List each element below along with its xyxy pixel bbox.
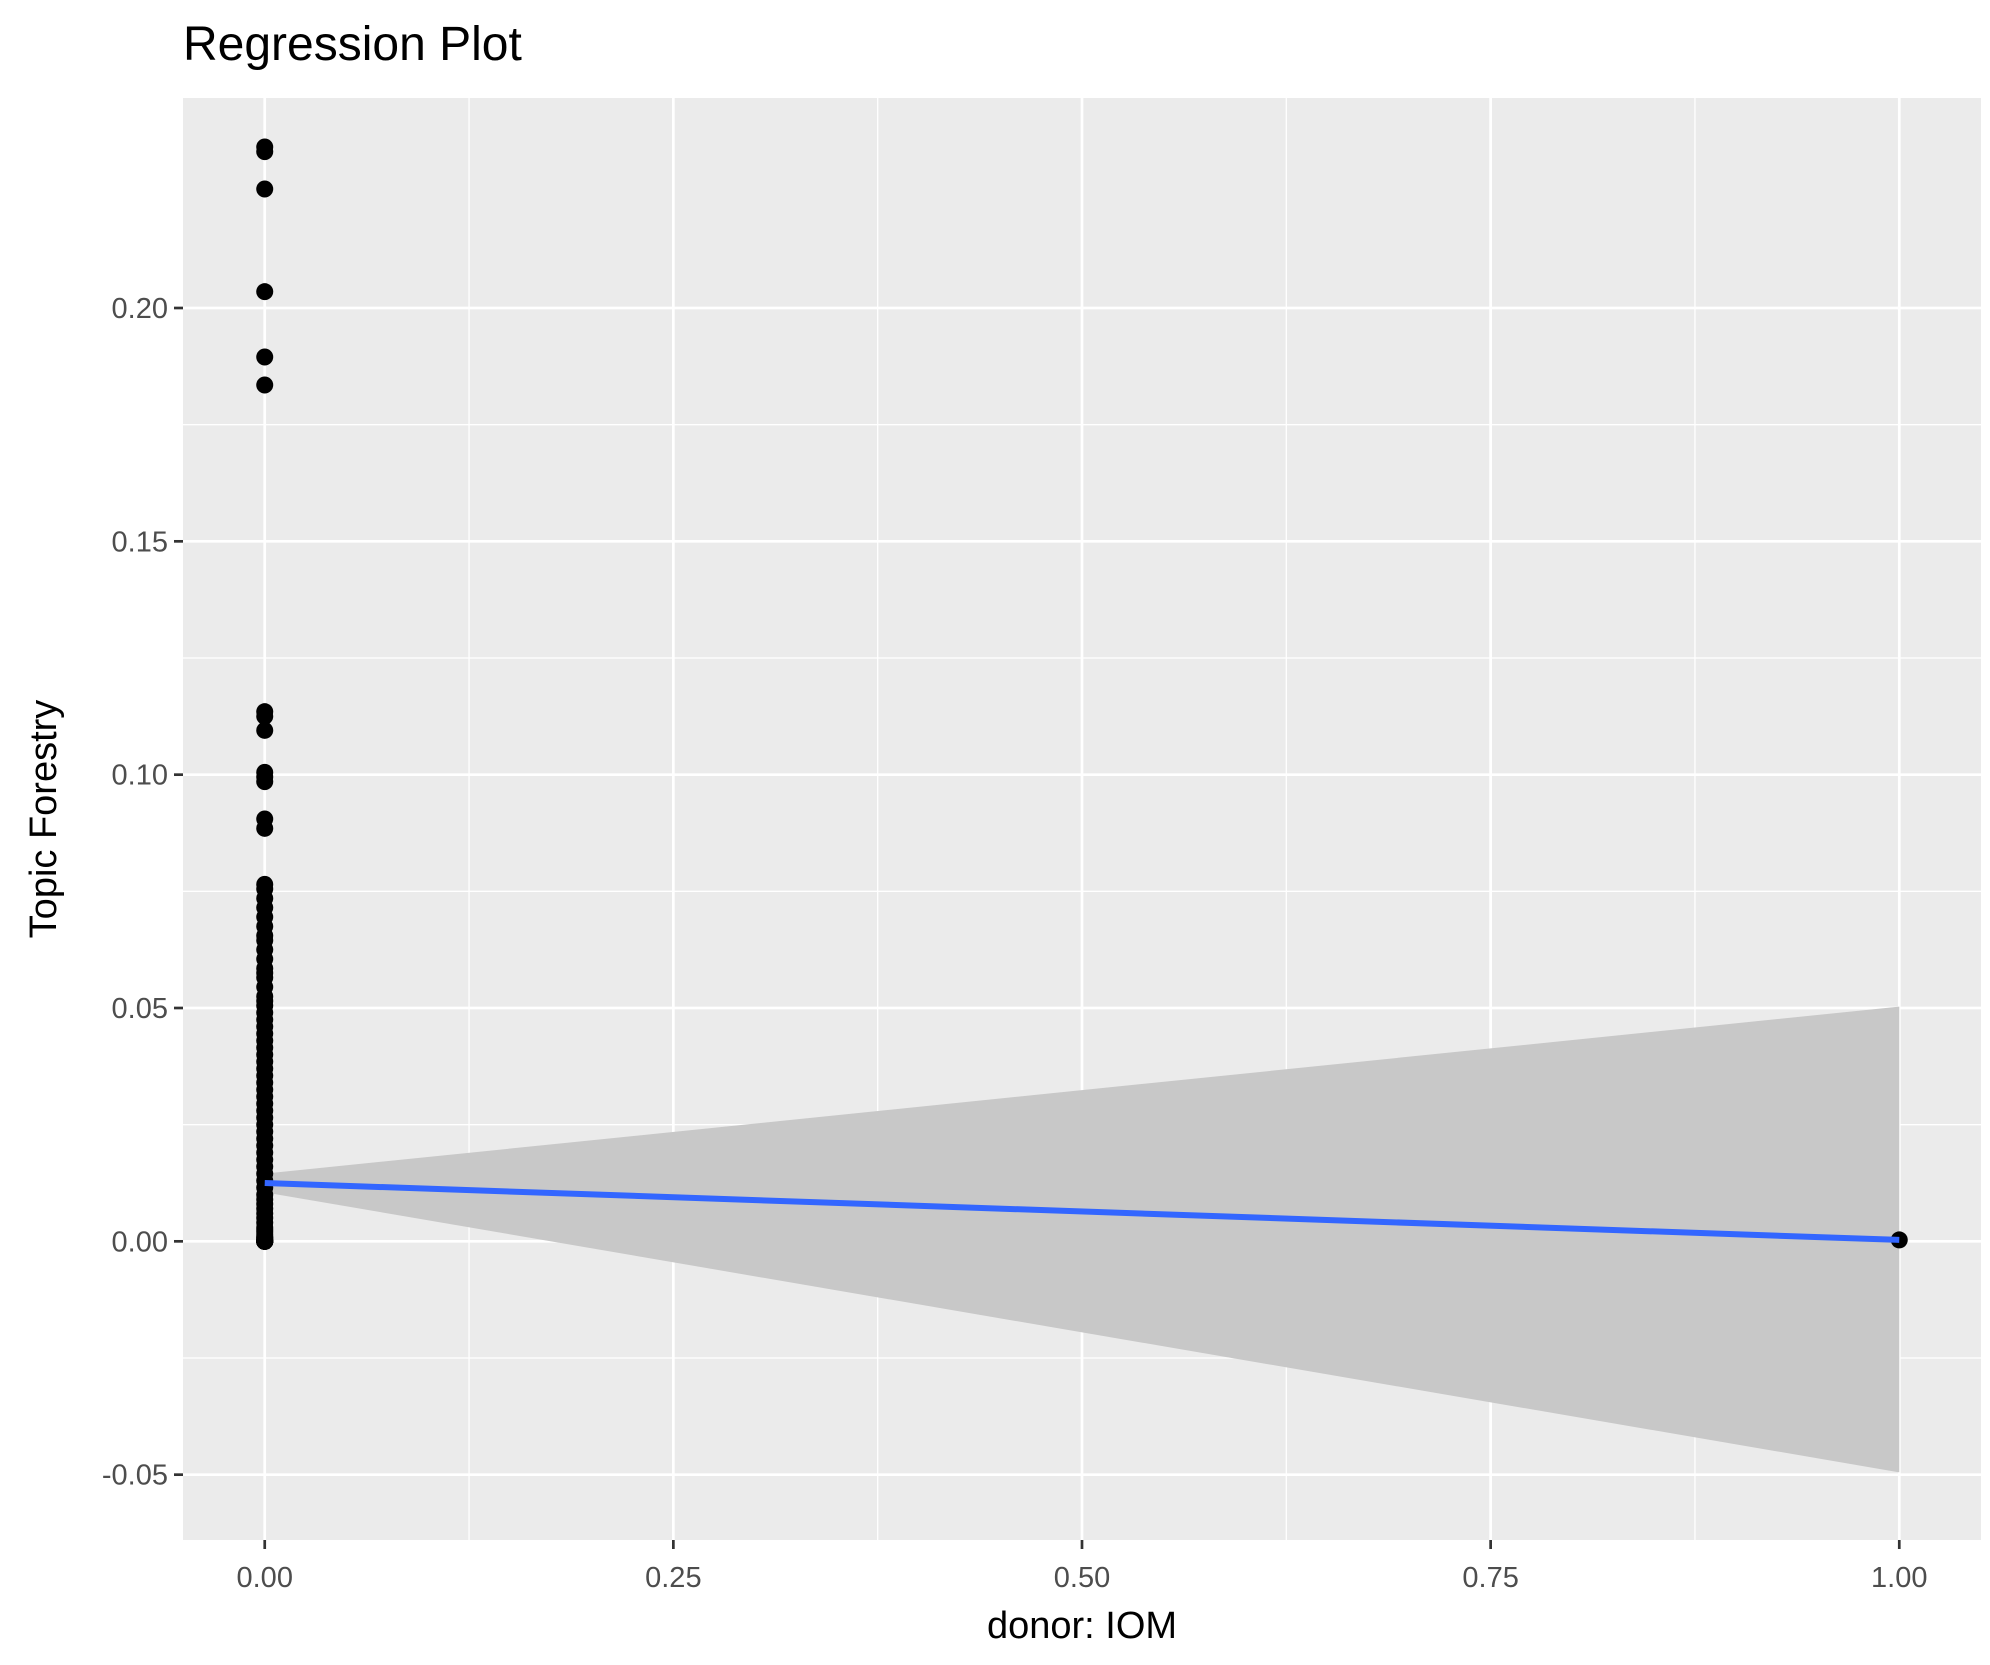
axis-ticks: 0.00 0.25 0.50 0.75 1.00 -0.05 0.00 0.05 0.10 0.1…: [102, 293, 1928, 1594]
y-tick-label: 0.15: [112, 526, 168, 558]
chart-title: Regression Plot: [183, 18, 522, 71]
x-axis-label: donor: IOM: [987, 1605, 1177, 1647]
data-point: [256, 819, 274, 837]
data-point: [256, 1232, 274, 1250]
data-point: [256, 721, 274, 739]
y-tick-label: 0.00: [112, 1226, 168, 1258]
data-point: [256, 143, 274, 161]
data-point: [256, 180, 274, 198]
regression-line: [264, 1180, 1900, 1243]
y-axis-label: Topic Forestry: [23, 700, 65, 939]
y-tick-label: 0.10: [112, 760, 168, 792]
data-point: [256, 376, 274, 394]
y-tick-label: -0.05: [102, 1460, 168, 1492]
x-tick-label: 1.00: [1871, 1562, 1927, 1594]
regression-line-layer: [264, 1180, 1900, 1243]
y-tick-label: 0.20: [112, 293, 168, 325]
data-point: [256, 348, 274, 366]
x-tick-label: 0.50: [1054, 1562, 1110, 1594]
y-tick-label: 0.05: [112, 993, 168, 1025]
data-point: [256, 283, 274, 301]
x-tick-label: 0.25: [645, 1562, 701, 1594]
confidence-band-layer: [264, 1006, 1900, 1473]
data-point: [256, 707, 274, 725]
x-tick-label: 0.75: [1462, 1562, 1518, 1594]
confidence-band: [264, 1006, 1900, 1473]
data-points: [256, 138, 1908, 1250]
data-point: [256, 773, 274, 791]
x-tick-label: 0.00: [237, 1562, 293, 1594]
